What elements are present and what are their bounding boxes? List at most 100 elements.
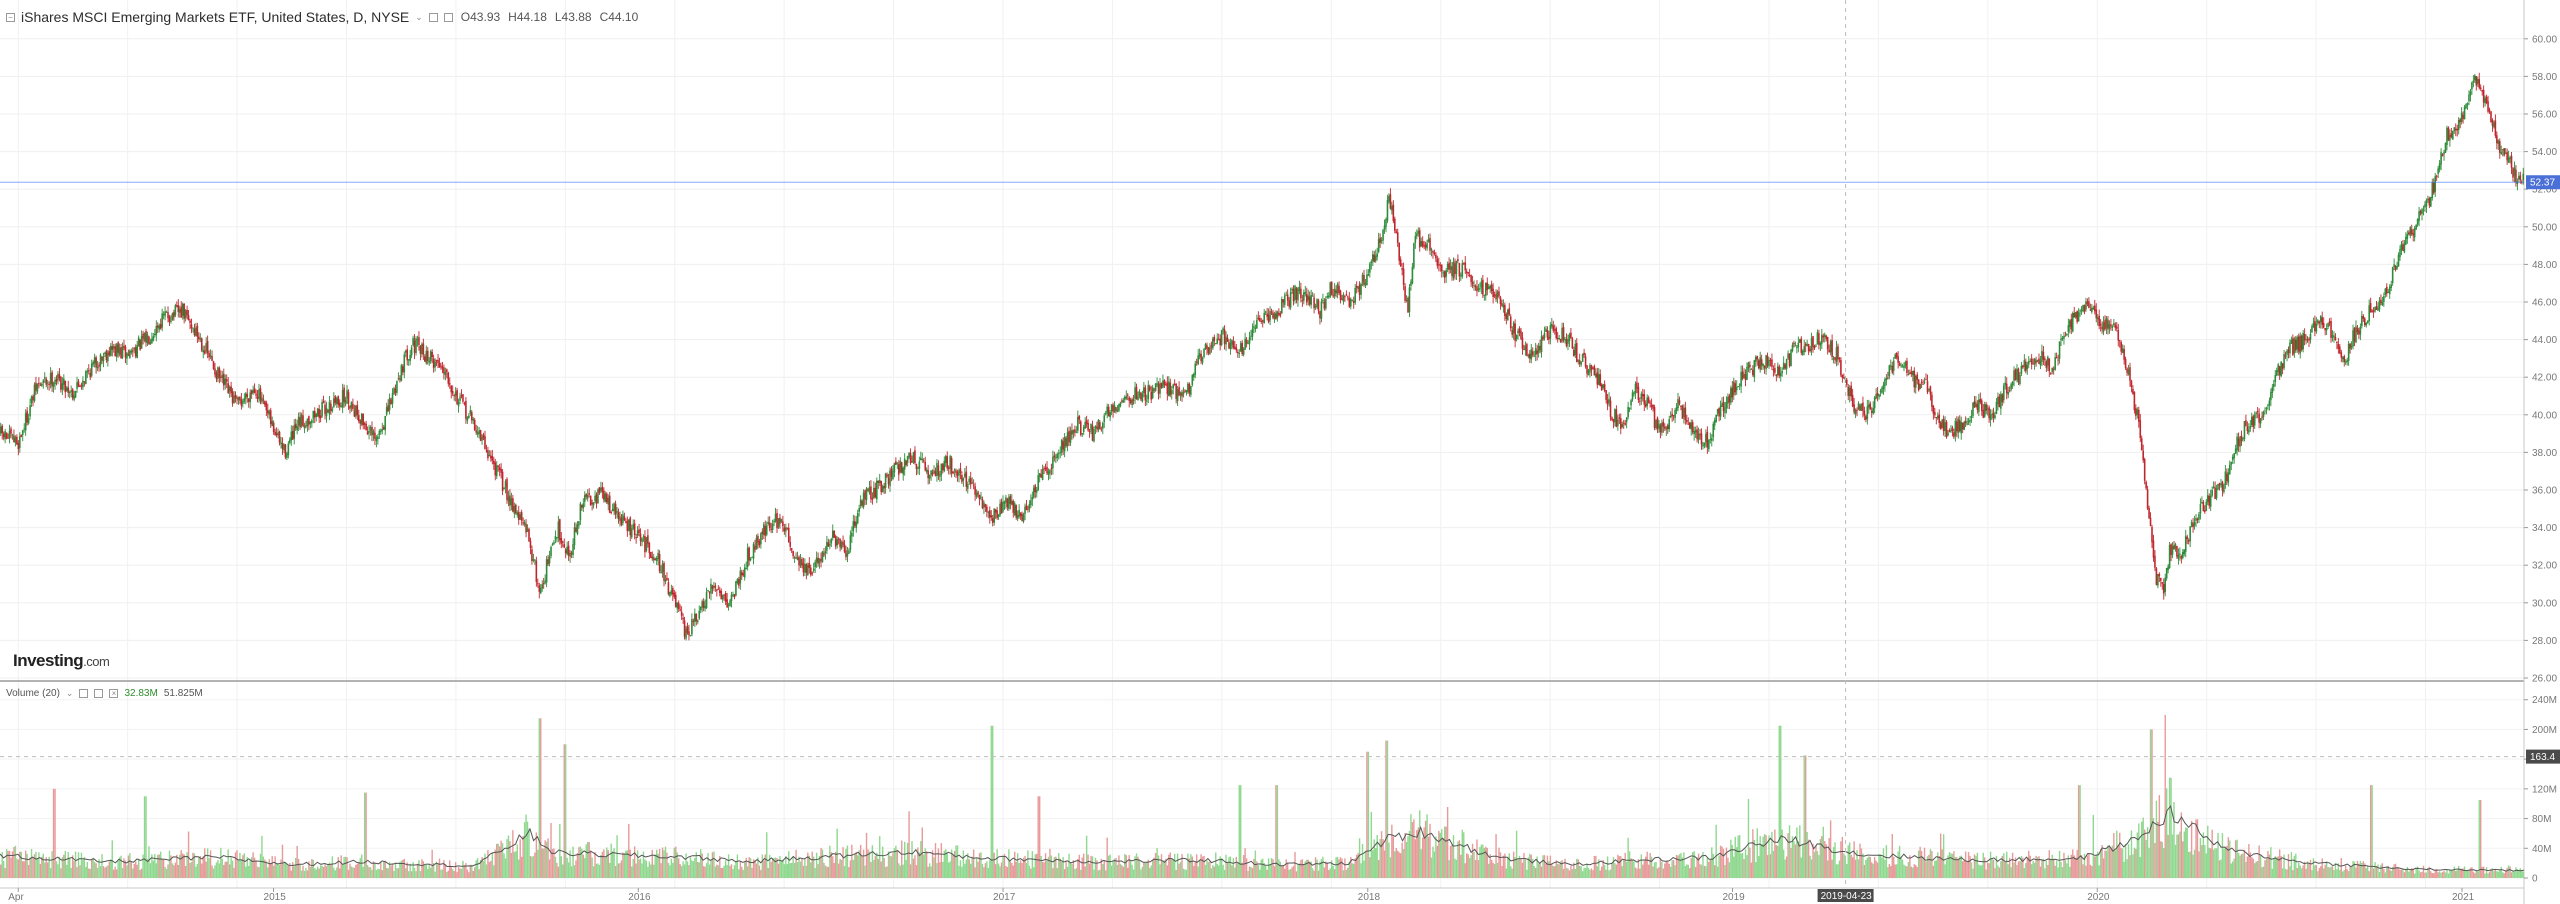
x-tick-label: Apr bbox=[8, 892, 24, 903]
close-icon[interactable]: × bbox=[109, 689, 119, 698]
volume-bar bbox=[1576, 858, 1578, 878]
volume-bar bbox=[2017, 861, 2020, 878]
chevron-down-icon[interactable]: ⌄ bbox=[65, 688, 74, 698]
price-tick-label: 60.00 bbox=[2532, 34, 2557, 45]
settings-square-icon[interactable] bbox=[428, 12, 438, 22]
volume-bar bbox=[2101, 844, 2103, 878]
volume-bar bbox=[1978, 864, 1980, 878]
candle bbox=[374, 426, 376, 446]
candle bbox=[2246, 421, 2249, 435]
volume-bar bbox=[2145, 839, 2147, 878]
volume-bar bbox=[449, 860, 451, 878]
candle bbox=[2089, 303, 2092, 312]
chevron-down-icon[interactable]: ⌄ bbox=[415, 11, 423, 22]
candle bbox=[589, 495, 592, 506]
candle bbox=[2308, 337, 2310, 347]
settings-square-icon[interactable] bbox=[79, 689, 89, 698]
volume-bar bbox=[1526, 869, 1528, 878]
candle bbox=[504, 479, 507, 494]
volume-bar bbox=[1460, 854, 1462, 878]
candle bbox=[669, 591, 671, 598]
candle bbox=[1401, 263, 1403, 276]
candle bbox=[1298, 280, 1301, 295]
volume-bar bbox=[2317, 871, 2319, 878]
candle bbox=[1961, 422, 1964, 434]
candle bbox=[205, 337, 207, 355]
candle bbox=[2022, 364, 2024, 369]
candle bbox=[2057, 354, 2059, 366]
candle bbox=[1065, 436, 1067, 448]
candle bbox=[644, 530, 646, 558]
candle bbox=[2180, 554, 2183, 564]
volume-bar bbox=[1944, 864, 1946, 878]
volume-bar bbox=[1041, 861, 1044, 878]
volume-bar bbox=[2419, 872, 2422, 878]
candle bbox=[278, 430, 281, 446]
volume-bar bbox=[1308, 861, 1311, 878]
volume-bar bbox=[2133, 847, 2136, 878]
candle bbox=[1307, 289, 1310, 306]
candle bbox=[1628, 407, 1631, 413]
volume-bar bbox=[339, 868, 341, 878]
volume-bar bbox=[468, 872, 470, 878]
candle bbox=[2369, 297, 2372, 313]
volume-bar bbox=[1075, 868, 1078, 878]
volume-bar bbox=[493, 865, 495, 878]
volume-bar bbox=[1653, 862, 1656, 878]
volume-bar bbox=[2305, 868, 2307, 878]
candle bbox=[849, 530, 852, 553]
volume-bar bbox=[598, 864, 601, 878]
candle bbox=[1642, 388, 1644, 402]
volume-bar bbox=[1876, 862, 1879, 878]
volume-bar bbox=[245, 866, 247, 878]
volume-bar bbox=[2251, 857, 2253, 878]
candle bbox=[87, 364, 90, 375]
x-tick-label: 2017 bbox=[993, 892, 1016, 903]
candle bbox=[528, 527, 530, 542]
candle bbox=[620, 513, 623, 527]
volume-bar bbox=[1376, 835, 1378, 878]
candle bbox=[1498, 286, 1500, 299]
volume-bar bbox=[2152, 818, 2155, 878]
collapse-icon[interactable]: − bbox=[6, 12, 15, 22]
candle bbox=[1725, 396, 1728, 414]
candle bbox=[1226, 334, 1229, 342]
candle bbox=[1068, 426, 1070, 447]
volume-bar bbox=[1347, 867, 1349, 878]
volume-bar bbox=[950, 849, 953, 878]
volume-bar bbox=[2185, 827, 2187, 878]
candle bbox=[454, 387, 457, 402]
candle bbox=[1589, 363, 1591, 378]
hide-square-icon[interactable] bbox=[94, 689, 104, 698]
candle bbox=[2457, 117, 2460, 135]
candle bbox=[203, 345, 206, 355]
candle bbox=[1081, 432, 1084, 438]
volume-bar bbox=[372, 861, 375, 878]
volume-bar bbox=[1281, 865, 1283, 878]
hide-square-icon[interactable] bbox=[443, 12, 453, 22]
volume-bar bbox=[2331, 866, 2334, 878]
volume-bar bbox=[658, 848, 661, 878]
candle bbox=[484, 430, 486, 450]
volume-bar bbox=[774, 857, 777, 878]
candle bbox=[947, 465, 950, 475]
volume-bar bbox=[95, 863, 97, 878]
volume-bar bbox=[331, 856, 334, 878]
candle bbox=[1934, 407, 1936, 419]
candle bbox=[736, 578, 739, 585]
volume-bar bbox=[1549, 855, 1552, 878]
volume-bar bbox=[1499, 852, 1502, 878]
candle bbox=[267, 403, 269, 419]
volume-bar bbox=[2187, 852, 2190, 878]
volume-bar bbox=[2334, 862, 2337, 878]
candle bbox=[1461, 259, 1464, 279]
candle bbox=[840, 540, 843, 550]
volume-bar bbox=[2287, 854, 2290, 878]
volume-bar bbox=[855, 851, 857, 878]
candle bbox=[212, 360, 215, 371]
volume-bar bbox=[287, 865, 290, 878]
volume-bar bbox=[236, 850, 238, 878]
candle bbox=[1203, 348, 1205, 359]
volume-bar bbox=[1288, 869, 1290, 878]
